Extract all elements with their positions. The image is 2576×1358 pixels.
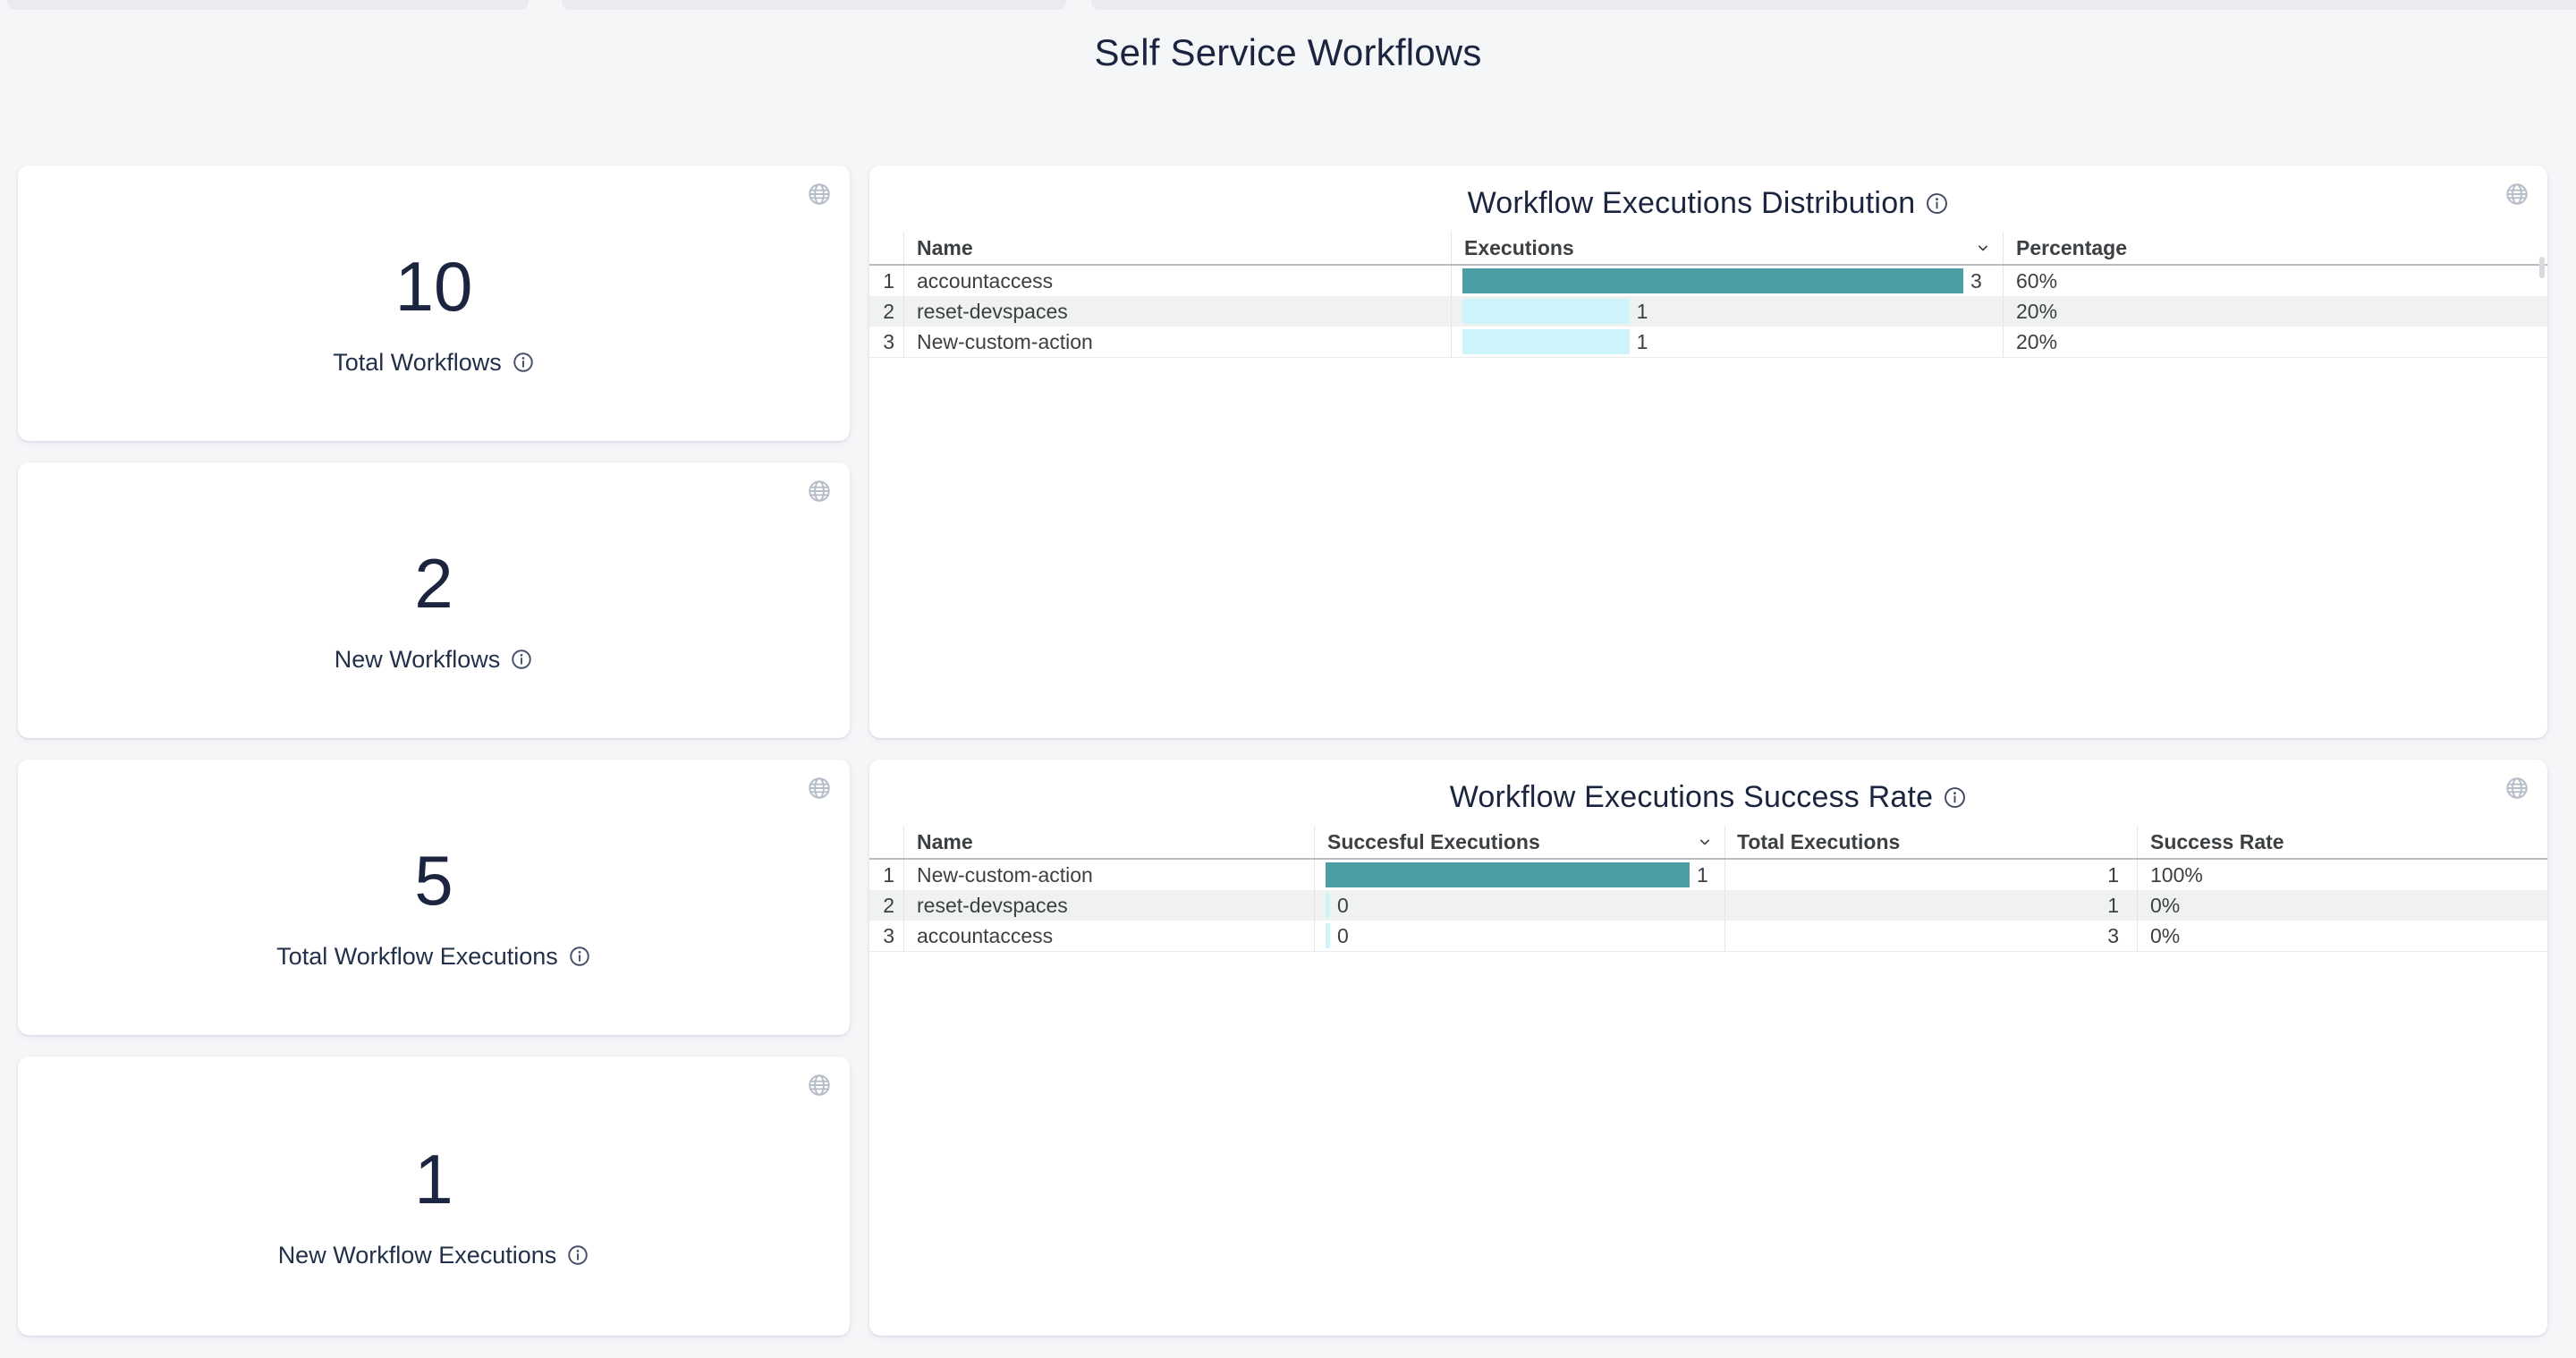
- stat-label: New Workflows: [335, 646, 501, 674]
- column-header-name[interactable]: Name: [903, 232, 1451, 264]
- top-strip-segment: [1091, 0, 2576, 10]
- successful-executions-bar: [1326, 893, 1330, 918]
- table-title: Workflow Executions Success Rate: [1450, 780, 1934, 815]
- info-icon[interactable]: [1925, 191, 1949, 216]
- stat-card-total-workflow-executions: 5 Total Workflow Executions: [18, 760, 850, 1035]
- percentage-value: 20%: [2003, 296, 2547, 327]
- executions-bar: [1462, 299, 1630, 324]
- top-strip-segment: [562, 0, 1066, 10]
- table-row: 2 reset-devspaces 0 1 0%: [869, 890, 2547, 921]
- success-rate-value: 0%: [2137, 921, 2547, 951]
- row-index: 1: [869, 860, 903, 890]
- globe-icon[interactable]: [807, 479, 832, 504]
- stat-label: Total Workflow Executions: [276, 943, 558, 971]
- stat-card-total-workflows: 10 Total Workflows: [18, 166, 850, 441]
- table-row: 1 New-custom-action 1 1 100%: [869, 860, 2547, 890]
- row-index: 3: [869, 327, 903, 357]
- bar-value: 3: [1970, 269, 1982, 293]
- globe-icon[interactable]: [807, 776, 832, 801]
- info-icon[interactable]: [568, 945, 591, 968]
- successful-executions-bar: [1326, 862, 1690, 887]
- workflow-name: reset-devspaces: [903, 890, 1314, 921]
- table-scrollbar-thumb[interactable]: [2539, 257, 2545, 278]
- success-rate-value: 100%: [2137, 860, 2547, 890]
- table-header-row: Name Succesful Executions Total Executio…: [869, 826, 2547, 860]
- table-card-executions-distribution: Workflow Executions Distribution Name Ex…: [869, 166, 2547, 738]
- chevron-down-icon[interactable]: [1974, 239, 1992, 257]
- workflow-name: New-custom-action: [903, 327, 1451, 357]
- column-header-executions[interactable]: Executions: [1451, 232, 2003, 264]
- workflow-name: accountaccess: [903, 266, 1451, 296]
- globe-icon[interactable]: [807, 182, 832, 207]
- total-executions-value: 3: [1724, 921, 2137, 951]
- table-row: 1 accountaccess 3 60%: [869, 266, 2547, 296]
- stat-value: 10: [395, 250, 473, 322]
- successful-executions-bar-cell: 0: [1314, 890, 1724, 921]
- info-icon[interactable]: [512, 351, 535, 374]
- bar-value: 1: [1637, 300, 1648, 324]
- table-row: 2 reset-devspaces 1 20%: [869, 296, 2547, 327]
- executions-distribution-table: Name Executions Percentage 1 accountacce…: [869, 232, 2547, 358]
- stat-card-new-workflow-executions: 1 New Workflow Executions: [18, 1057, 850, 1336]
- stat-label: New Workflow Executions: [278, 1242, 557, 1269]
- successful-executions-bar: [1326, 923, 1330, 948]
- globe-icon[interactable]: [807, 1073, 832, 1098]
- bar-value: 1: [1637, 330, 1648, 354]
- row-index: 3: [869, 921, 903, 951]
- executions-bar: [1462, 329, 1630, 354]
- bar-value: 0: [1337, 894, 1349, 918]
- workflow-name: reset-devspaces: [903, 296, 1451, 327]
- row-index: 1: [869, 266, 903, 296]
- top-strip-segment: [7, 0, 529, 10]
- stat-value: 2: [414, 547, 453, 619]
- executions-bar-cell: 1: [1451, 327, 2003, 357]
- table-row: 3 New-custom-action 1 20%: [869, 327, 2547, 357]
- table-card-executions-success-rate: Workflow Executions Success Rate Name Su…: [869, 760, 2547, 1336]
- chevron-down-icon[interactable]: [1696, 833, 1714, 851]
- column-header-name[interactable]: Name: [903, 826, 1314, 858]
- info-icon[interactable]: [1943, 785, 1967, 810]
- column-header-total-executions[interactable]: Total Executions: [1724, 826, 2137, 858]
- successful-executions-bar-cell: 1: [1314, 860, 1724, 890]
- stat-card-new-workflows: 2 New Workflows: [18, 463, 850, 738]
- table-title: Workflow Executions Distribution: [1468, 186, 1916, 221]
- info-icon[interactable]: [510, 648, 533, 671]
- stat-value: 1: [414, 1143, 453, 1215]
- row-number-header: [869, 826, 903, 858]
- column-header-successful-executions[interactable]: Succesful Executions: [1314, 826, 1724, 858]
- row-index: 2: [869, 890, 903, 921]
- page-title: Self Service Workflows: [0, 32, 2576, 73]
- workflow-name: accountaccess: [903, 921, 1314, 951]
- total-executions-value: 1: [1724, 890, 2137, 921]
- bar-value: 1: [1697, 863, 1708, 887]
- column-header-success-rate[interactable]: Success Rate: [2137, 826, 2547, 858]
- executions-bar: [1462, 268, 1963, 293]
- bar-value: 0: [1337, 924, 1349, 948]
- column-header-label: Succesful Executions: [1327, 830, 1540, 854]
- executions-success-rate-table: Name Succesful Executions Total Executio…: [869, 826, 2547, 952]
- column-header-label: Executions: [1464, 236, 1574, 260]
- successful-executions-bar-cell: 0: [1314, 921, 1724, 951]
- column-header-percentage[interactable]: Percentage: [2003, 232, 2547, 264]
- success-rate-value: 0%: [2137, 890, 2547, 921]
- table-row: 3 accountaccess 0 3 0%: [869, 921, 2547, 951]
- globe-icon[interactable]: [2504, 776, 2529, 801]
- workflow-name: New-custom-action: [903, 860, 1314, 890]
- stat-value: 5: [414, 845, 453, 916]
- percentage-value: 60%: [2003, 266, 2547, 296]
- executions-bar-cell: 3: [1451, 266, 2003, 296]
- table-header-row: Name Executions Percentage: [869, 232, 2547, 266]
- percentage-value: 20%: [2003, 327, 2547, 357]
- row-index: 2: [869, 296, 903, 327]
- total-executions-value: 1: [1724, 860, 2137, 890]
- info-icon[interactable]: [566, 1243, 589, 1267]
- executions-bar-cell: 1: [1451, 296, 2003, 327]
- globe-icon[interactable]: [2504, 182, 2529, 207]
- row-number-header: [869, 232, 903, 264]
- stat-label: Total Workflows: [333, 349, 502, 377]
